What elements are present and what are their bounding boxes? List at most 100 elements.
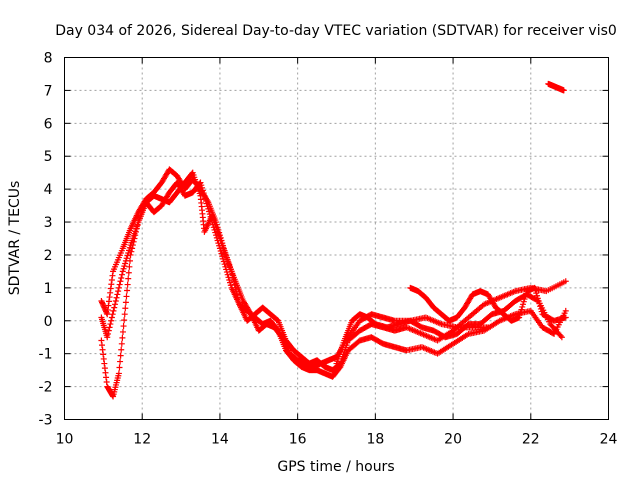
data-point xyxy=(516,314,523,321)
series-track-4 xyxy=(333,291,565,367)
data-point xyxy=(203,200,210,207)
data-point xyxy=(111,304,118,311)
data-point xyxy=(112,301,119,308)
x-tick-label: 24 xyxy=(600,432,618,448)
data-point xyxy=(123,293,130,300)
data-point xyxy=(557,332,564,339)
series-track-6 xyxy=(545,80,567,94)
y-tick-label: -2 xyxy=(39,380,53,396)
data-point xyxy=(199,184,206,191)
data-point xyxy=(221,261,228,268)
data-point xyxy=(122,305,129,312)
data-point xyxy=(118,346,125,353)
data-point xyxy=(520,301,527,308)
data-point xyxy=(122,260,129,267)
y-tick-label: 3 xyxy=(44,215,53,231)
y-tick-label: 7 xyxy=(44,83,53,99)
data-point xyxy=(112,298,119,305)
series-track-3 xyxy=(98,169,492,370)
data-point xyxy=(116,364,123,371)
y-axis-label: SDTVAR / TECUs xyxy=(7,181,23,296)
y-tick-label: 2 xyxy=(44,248,53,264)
data-point xyxy=(113,294,120,301)
data-point xyxy=(520,298,527,305)
data-point xyxy=(227,282,234,289)
data-point xyxy=(105,327,112,334)
data-point xyxy=(122,257,129,264)
data-point xyxy=(206,208,213,215)
data-point xyxy=(535,298,542,305)
data-point xyxy=(117,352,124,359)
data-point xyxy=(517,309,524,316)
y-tick-label: 8 xyxy=(44,51,53,67)
data-point xyxy=(532,287,539,294)
data-point xyxy=(538,308,545,315)
data-point xyxy=(115,288,122,295)
data-point xyxy=(120,323,127,330)
data-point xyxy=(115,284,122,291)
plot-frame xyxy=(64,57,609,420)
data-point xyxy=(516,311,523,318)
data-point xyxy=(222,263,229,270)
data-point xyxy=(519,303,526,310)
data-point xyxy=(126,263,133,270)
data-point xyxy=(217,248,224,255)
x-tick-label: 12 xyxy=(133,432,151,448)
data-point xyxy=(537,305,544,312)
data-points xyxy=(98,80,569,400)
data-point xyxy=(117,278,124,285)
data-point xyxy=(226,276,233,283)
data-point xyxy=(108,314,115,321)
data-point xyxy=(123,255,130,262)
data-point xyxy=(223,269,230,276)
data-point xyxy=(219,253,226,260)
y-tick-label: 0 xyxy=(44,314,53,330)
data-point xyxy=(485,324,492,331)
data-point xyxy=(227,279,234,286)
y-tick-label: 1 xyxy=(44,281,53,297)
data-point xyxy=(518,306,525,313)
data-point xyxy=(536,300,543,307)
data-point xyxy=(107,321,114,328)
y-tick-label: -3 xyxy=(39,413,53,429)
x-axis-label: GPS time / hours xyxy=(277,459,394,475)
y-tick-label: 4 xyxy=(44,182,53,198)
data-point xyxy=(124,287,131,294)
data-point xyxy=(115,370,122,377)
data-point xyxy=(125,269,132,276)
data-point xyxy=(202,197,209,204)
data-point xyxy=(119,334,126,341)
x-tick-label: 20 xyxy=(444,432,462,448)
data-point xyxy=(562,278,569,285)
data-point xyxy=(104,334,111,341)
data-point xyxy=(534,295,541,302)
data-point xyxy=(218,250,225,257)
data-point xyxy=(558,334,565,341)
data-point xyxy=(120,265,127,272)
series-track-5 xyxy=(407,284,569,324)
data-point xyxy=(199,187,206,194)
data-point xyxy=(118,274,125,281)
data-point xyxy=(105,330,112,337)
data-point xyxy=(204,203,211,210)
data-point xyxy=(117,358,124,365)
data-point xyxy=(119,268,126,275)
x-tick-label: 22 xyxy=(522,432,540,448)
data-point xyxy=(116,281,123,288)
data-point xyxy=(521,296,528,303)
data-point xyxy=(537,303,544,310)
y-tick-label: 5 xyxy=(44,149,53,165)
data-point xyxy=(205,205,212,212)
x-tick-label: 14 xyxy=(211,432,229,448)
data-point xyxy=(202,195,209,202)
data-point xyxy=(122,299,129,306)
data-point xyxy=(531,284,538,291)
data-point xyxy=(522,293,529,300)
data-point xyxy=(562,307,569,314)
data-point xyxy=(106,324,113,331)
data-point xyxy=(125,275,132,282)
data-point xyxy=(562,314,569,321)
data-point xyxy=(114,291,121,298)
data-point xyxy=(126,244,133,251)
